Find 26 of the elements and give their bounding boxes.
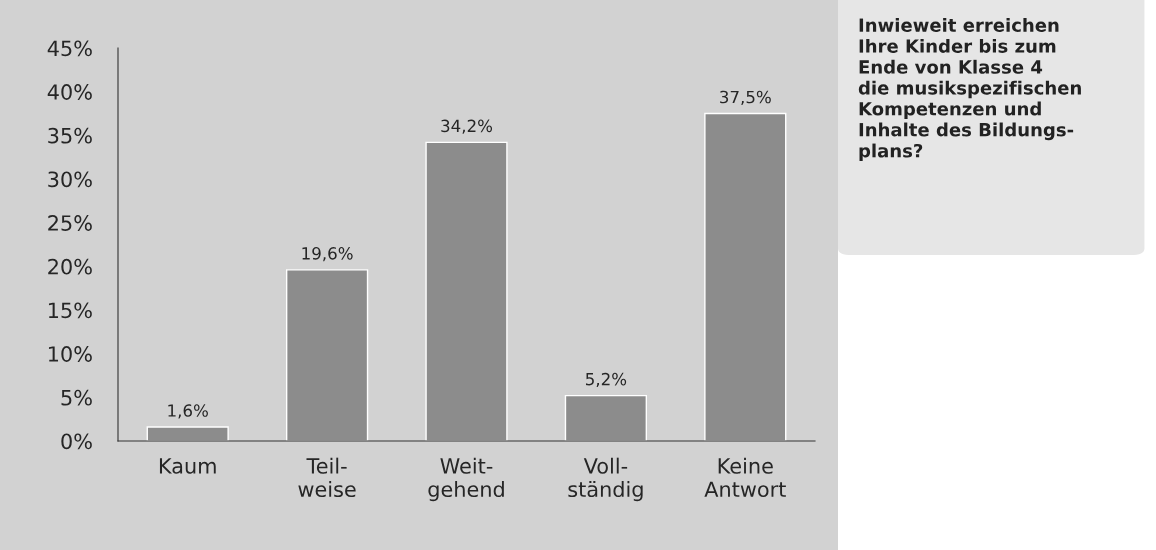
- bar: [564, 394, 648, 441]
- data-label: 1,6%: [168, 404, 208, 419]
- data-label: 5,2%: [586, 372, 627, 388]
- y-tick-label: 45%: [47, 40, 92, 57]
- x-tick-label: Keine Antwort: [704, 457, 786, 498]
- x-tick-label: Kaum: [159, 458, 216, 474]
- bar: [146, 426, 229, 441]
- y-tick-label: 0%: [61, 433, 92, 450]
- bar: [285, 269, 369, 441]
- bar: [704, 112, 787, 441]
- y-tick-label: 40%: [47, 84, 92, 100]
- data-label: 19,6%: [302, 247, 353, 262]
- text: Inwieweit erreichen Ihre Kinder bis zum Ende von Klasse 4 die musikspezifischen Kompetenzen und Inhalte des Bildungs- plans?: [858, 18, 1081, 162]
- y-tick-label: 20%: [48, 258, 92, 275]
- data-label: 37,5%: [720, 90, 771, 106]
- data-label: 34,2%: [441, 119, 493, 134]
- x-tick-label: Weit- gehend: [428, 457, 504, 502]
- y-tick-label: 25%: [48, 215, 92, 231]
- y-tick-label: 35%: [48, 127, 92, 144]
- x-tick-label: Teil- weise: [298, 457, 356, 498]
- bar: [425, 141, 508, 441]
- y-tick-label: 10%: [48, 346, 92, 362]
- y-tick-label: 30%: [48, 171, 92, 188]
- y-tick-label: 5%: [61, 389, 92, 406]
- x-tick-label: Voll- ständig: [568, 457, 643, 502]
- y-tick-label: 15%: [48, 302, 92, 319]
